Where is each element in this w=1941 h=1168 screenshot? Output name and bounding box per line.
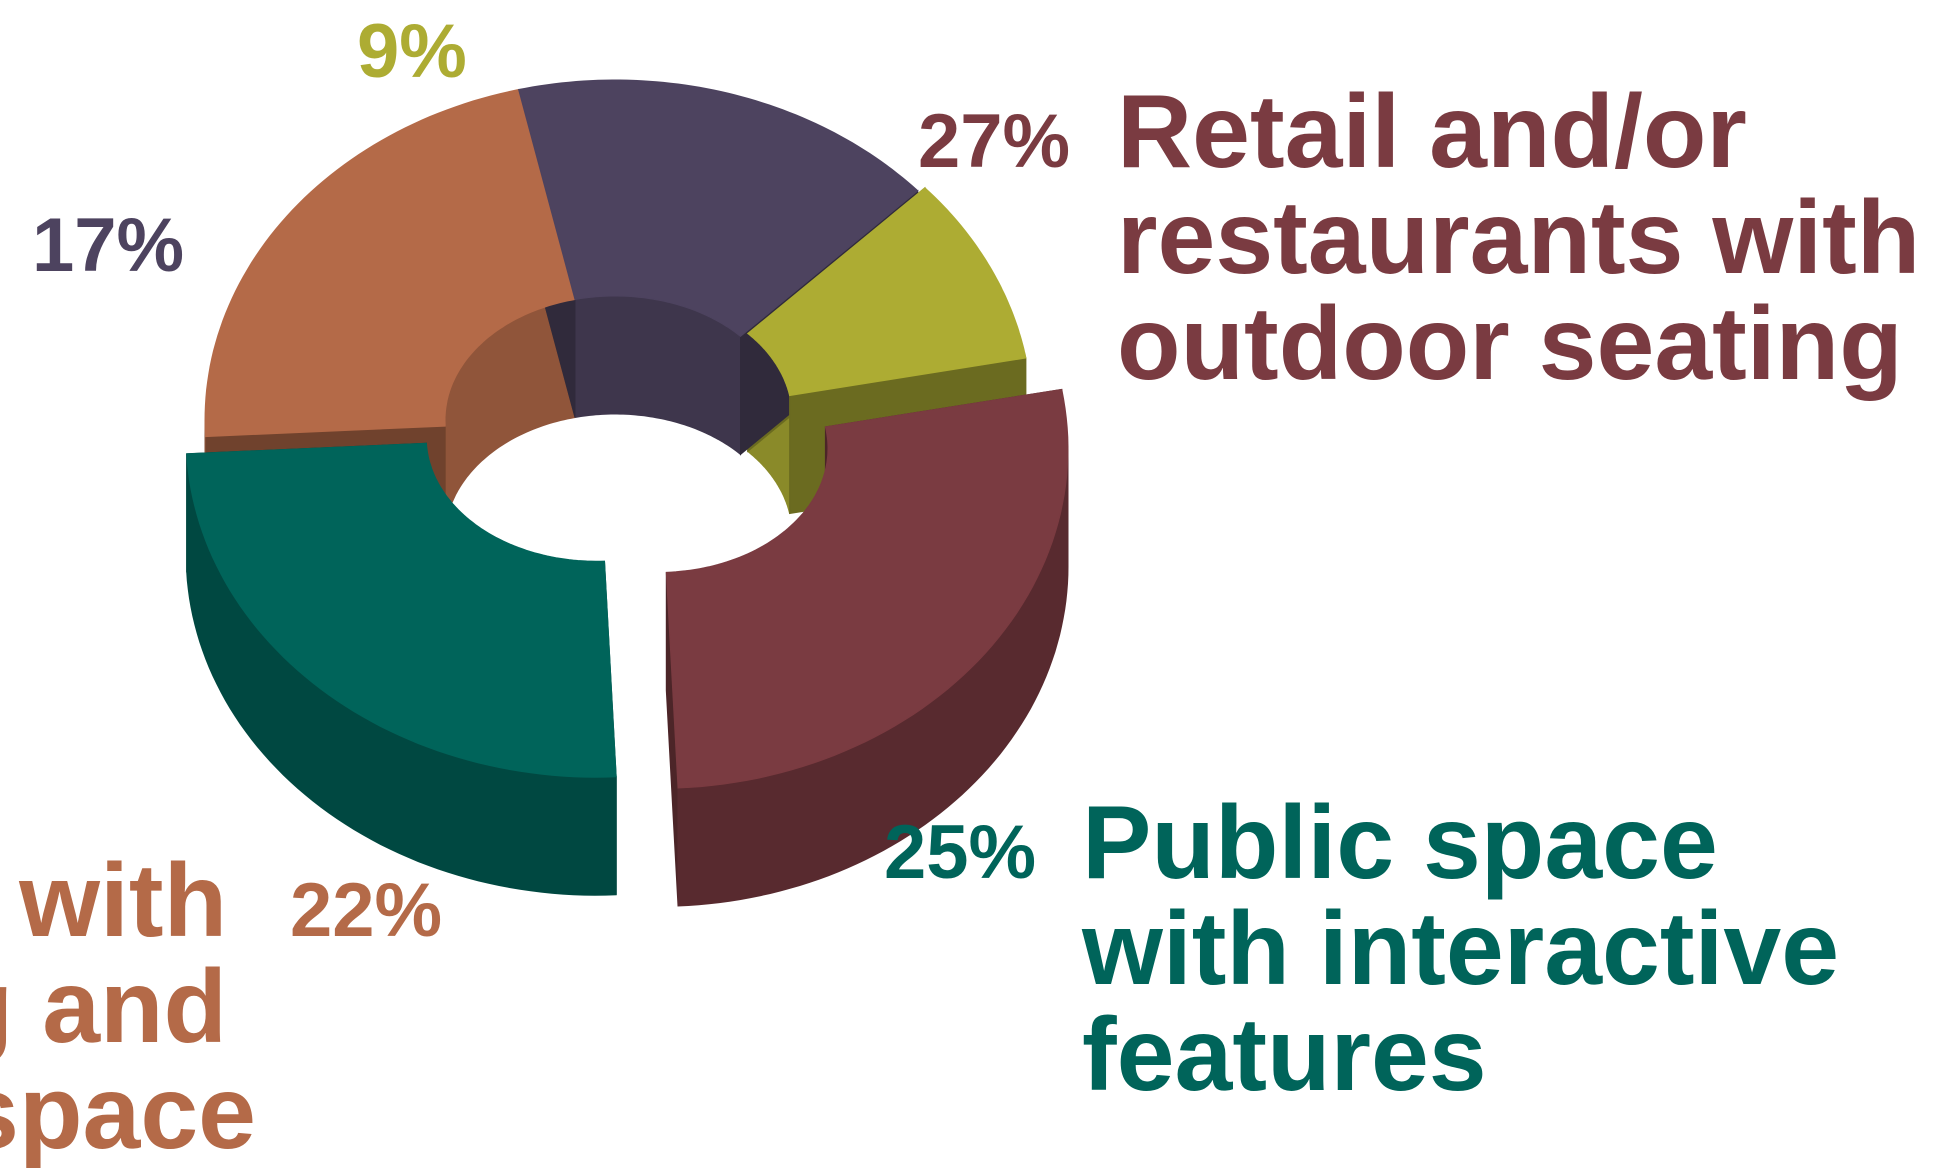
- slice-top-0: [665, 388, 1069, 789]
- slice-top-4: [746, 187, 1027, 397]
- pct-label-retail: 27%: [918, 99, 1070, 184]
- pct-label-9: 9%: [357, 9, 467, 94]
- donut-tops: [186, 79, 1069, 789]
- slice-top-1: [186, 442, 617, 778]
- pct-label-public-space: 25%: [884, 810, 1036, 895]
- pct-label-22: 22%: [290, 868, 442, 953]
- category-label-22-partial: n with g and space: [0, 843, 256, 1168]
- category-label-retail: Retail and/or restaurants with outdoor s…: [1117, 74, 1941, 402]
- category-label-public-space: Public space with interactive features: [1081, 785, 1868, 1113]
- pct-label-17: 17%: [32, 203, 184, 288]
- slice-top-3: [517, 79, 919, 338]
